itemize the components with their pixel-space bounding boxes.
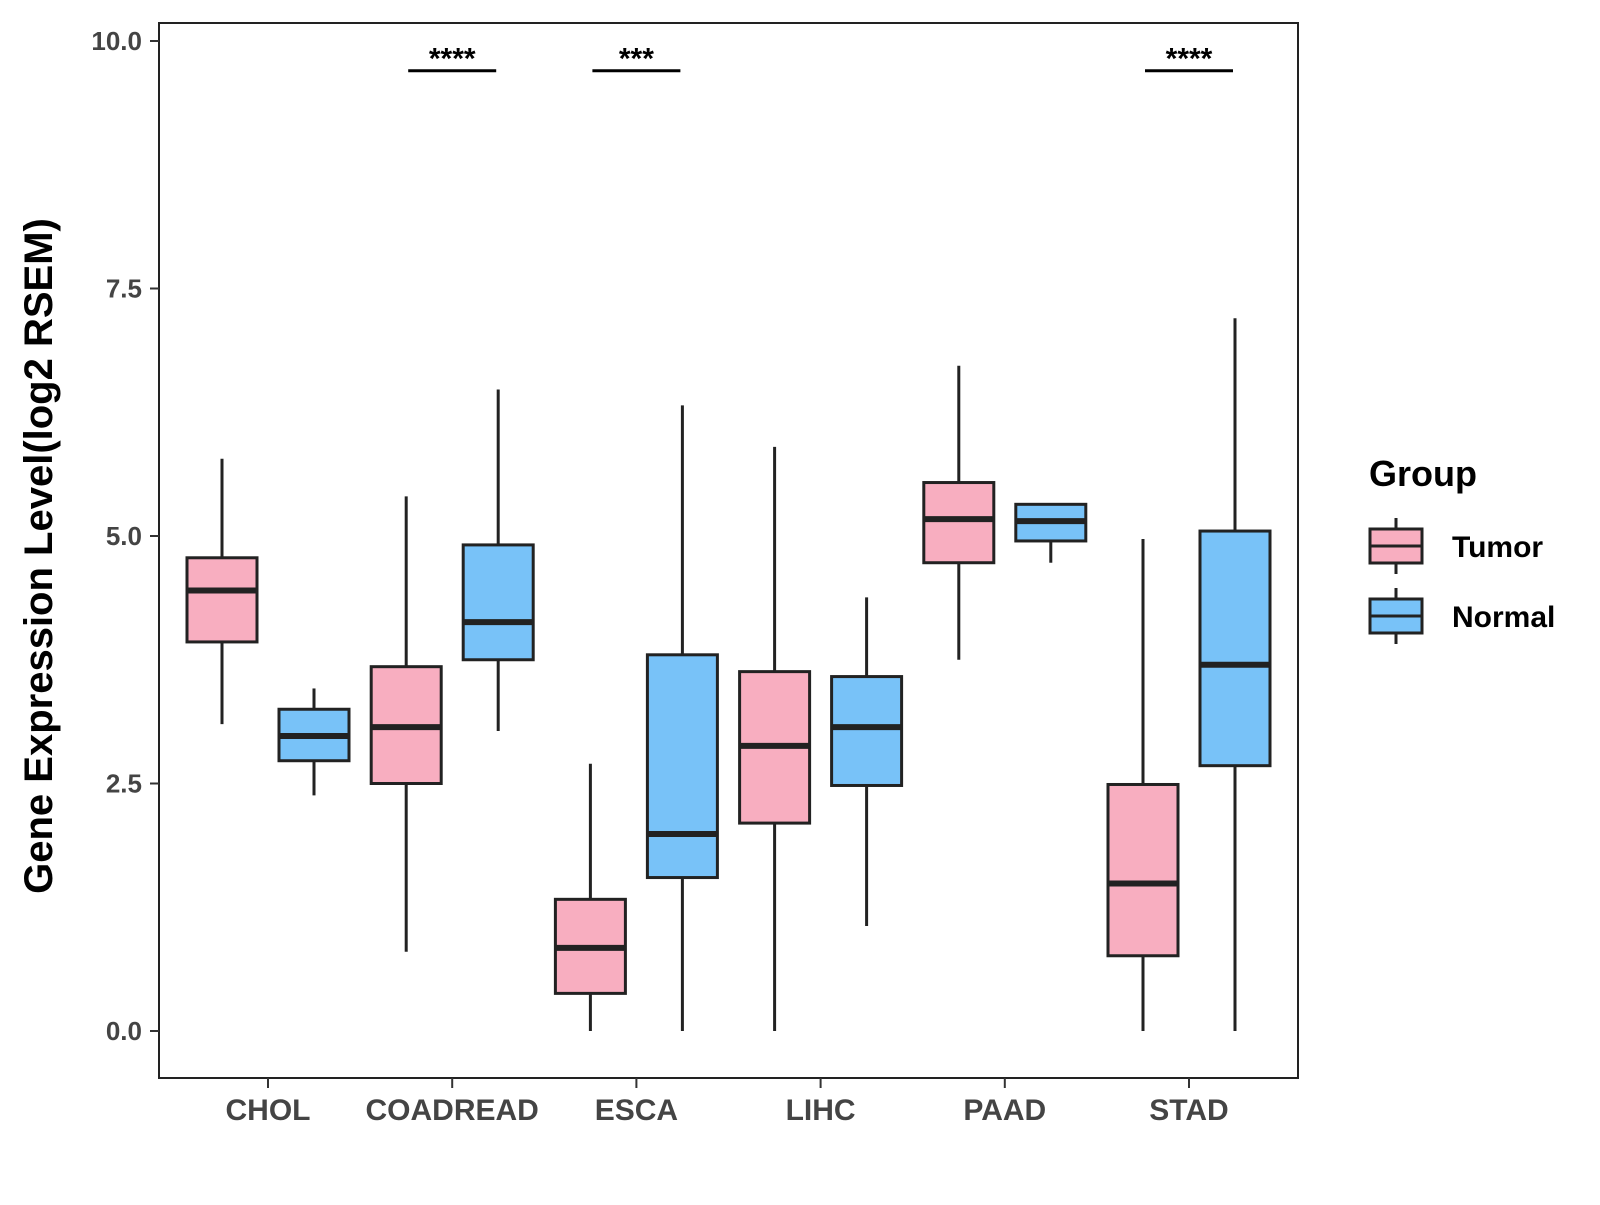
box-iqr (185, 556, 259, 644)
x-tick-label-lihc: LIHC (786, 1094, 856, 1127)
y-axis-title: Gene Expression Level(log2 RSEM) (17, 218, 61, 894)
y-tick-label: 5.0 (106, 521, 142, 551)
x-tick-label-stad: STAD (1149, 1094, 1228, 1127)
box-normal-esca (645, 405, 719, 1031)
significance-esca: *** (592, 43, 681, 76)
y-tick-label: 7.5 (106, 274, 142, 304)
legend-label-normal: Normal (1452, 601, 1555, 634)
box-series (185, 318, 1272, 1031)
box-iqr (830, 675, 904, 787)
plot-panel (158, 22, 1299, 1079)
significance-stad: **** (1145, 43, 1233, 76)
significance-label: *** (619, 43, 654, 76)
x-tick-label-paad: PAAD (963, 1094, 1046, 1127)
box-normal-stad (1198, 318, 1272, 1031)
box-iqr (1106, 782, 1180, 958)
plot-border (158, 22, 1299, 1079)
legend-item-normal: Normal (1368, 588, 1555, 644)
legend-title: Group (1369, 453, 1477, 494)
box-iqr (922, 481, 996, 565)
box-normal-lihc (830, 597, 904, 927)
y-axis: 0.0 2.5 5.0 7.5 10.0 (91, 26, 159, 1046)
box-normal-paad (1014, 502, 1088, 563)
box-tumor-chol (185, 458, 259, 725)
significance-label: **** (429, 43, 476, 76)
legend-item-tumor: Tumor (1368, 518, 1543, 574)
legend-label-tumor: Tumor (1452, 531, 1543, 564)
y-tick-label: 10.0 (91, 26, 142, 56)
box-normal-chol (277, 688, 351, 796)
box-tumor-lihc (738, 446, 812, 1031)
box-tumor-coadread (369, 496, 443, 952)
box-normal-coadread (461, 389, 535, 732)
x-tick-label-chol: CHOL (226, 1094, 311, 1127)
box-tumor-paad (922, 365, 996, 660)
y-tick-label: 0.0 (106, 1016, 142, 1046)
x-axis: CHOL COADREAD ESCA LIHC PAAD STAD (226, 1078, 1229, 1127)
box-tumor-esca (553, 763, 627, 1031)
legend: Group Tumor Normal (1368, 453, 1555, 644)
box-iqr (461, 543, 535, 662)
significance-coadread: **** (408, 43, 497, 76)
box-iqr (645, 653, 719, 880)
box-tumor-stad (1106, 538, 1180, 1031)
box-iqr (1198, 529, 1272, 768)
x-tick-label-coadread: COADREAD (366, 1094, 539, 1127)
significance-annotations: **** *** **** (408, 43, 1233, 76)
x-tick-label-esca: ESCA (595, 1094, 678, 1127)
significance-label: **** (1166, 43, 1213, 76)
y-tick-label: 2.5 (106, 769, 142, 799)
